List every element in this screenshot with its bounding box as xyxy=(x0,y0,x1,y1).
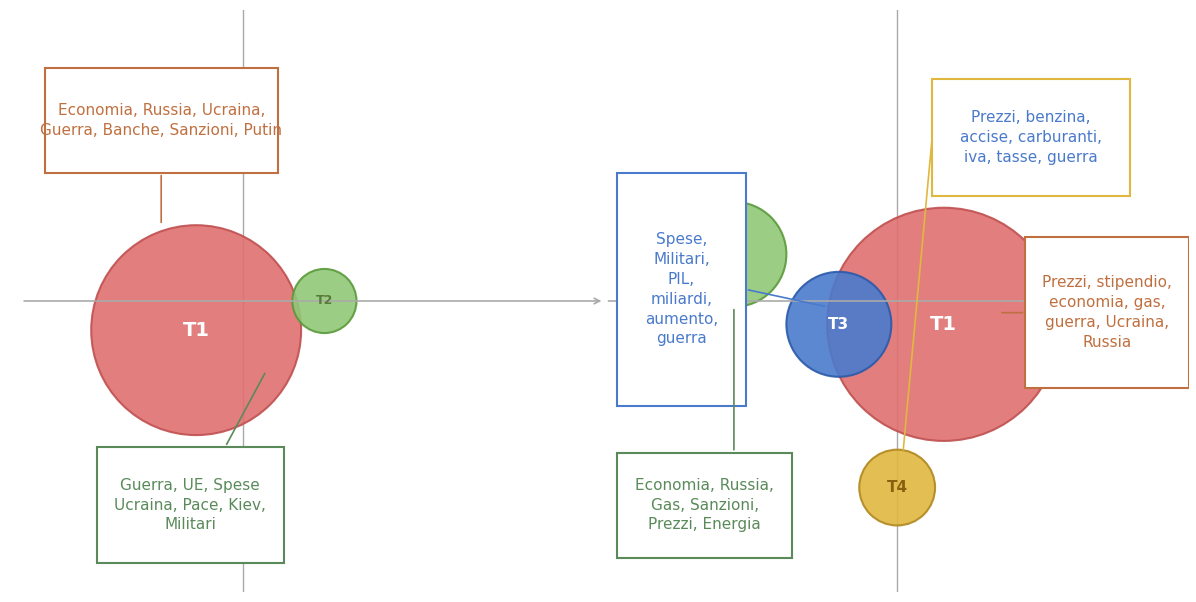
Circle shape xyxy=(787,272,891,377)
Text: T4: T4 xyxy=(886,480,908,495)
Text: T2: T2 xyxy=(724,247,745,262)
FancyBboxPatch shape xyxy=(617,173,745,406)
FancyBboxPatch shape xyxy=(932,79,1130,196)
Text: Prezzi, stipendio,
economia, gas,
guerra, Ucraina,
Russia: Prezzi, stipendio, economia, gas, guerra… xyxy=(1042,276,1172,350)
FancyBboxPatch shape xyxy=(1025,237,1189,388)
Text: Economia, Russia, Ucraina,
Guerra, Banche, Sanzioni, Putin: Economia, Russia, Ucraina, Guerra, Banch… xyxy=(41,103,282,138)
Text: T2: T2 xyxy=(316,294,334,308)
Text: Spese,
Militari,
PIL,
miliardi,
aumento,
guerra: Spese, Militari, PIL, miliardi, aumento,… xyxy=(645,232,718,346)
Circle shape xyxy=(859,450,935,526)
Circle shape xyxy=(828,208,1061,441)
FancyBboxPatch shape xyxy=(97,447,283,563)
Text: T3: T3 xyxy=(829,317,849,332)
Text: Economia, Russia,
Gas, Sanzioni,
Prezzi, Energia: Economia, Russia, Gas, Sanzioni, Prezzi,… xyxy=(635,478,774,532)
Text: T1: T1 xyxy=(930,315,957,334)
FancyBboxPatch shape xyxy=(617,453,792,557)
Circle shape xyxy=(91,225,301,435)
FancyBboxPatch shape xyxy=(44,68,277,173)
Text: T1: T1 xyxy=(183,321,209,340)
Circle shape xyxy=(292,269,356,333)
Circle shape xyxy=(682,202,787,307)
Text: Prezzi, benzina,
accise, carburanti,
iva, tasse, guerra: Prezzi, benzina, accise, carburanti, iva… xyxy=(960,110,1103,165)
Text: Guerra, UE, Spese
Ucraina, Pace, Kiev,
Militari: Guerra, UE, Spese Ucraina, Pace, Kiev, M… xyxy=(115,478,267,532)
